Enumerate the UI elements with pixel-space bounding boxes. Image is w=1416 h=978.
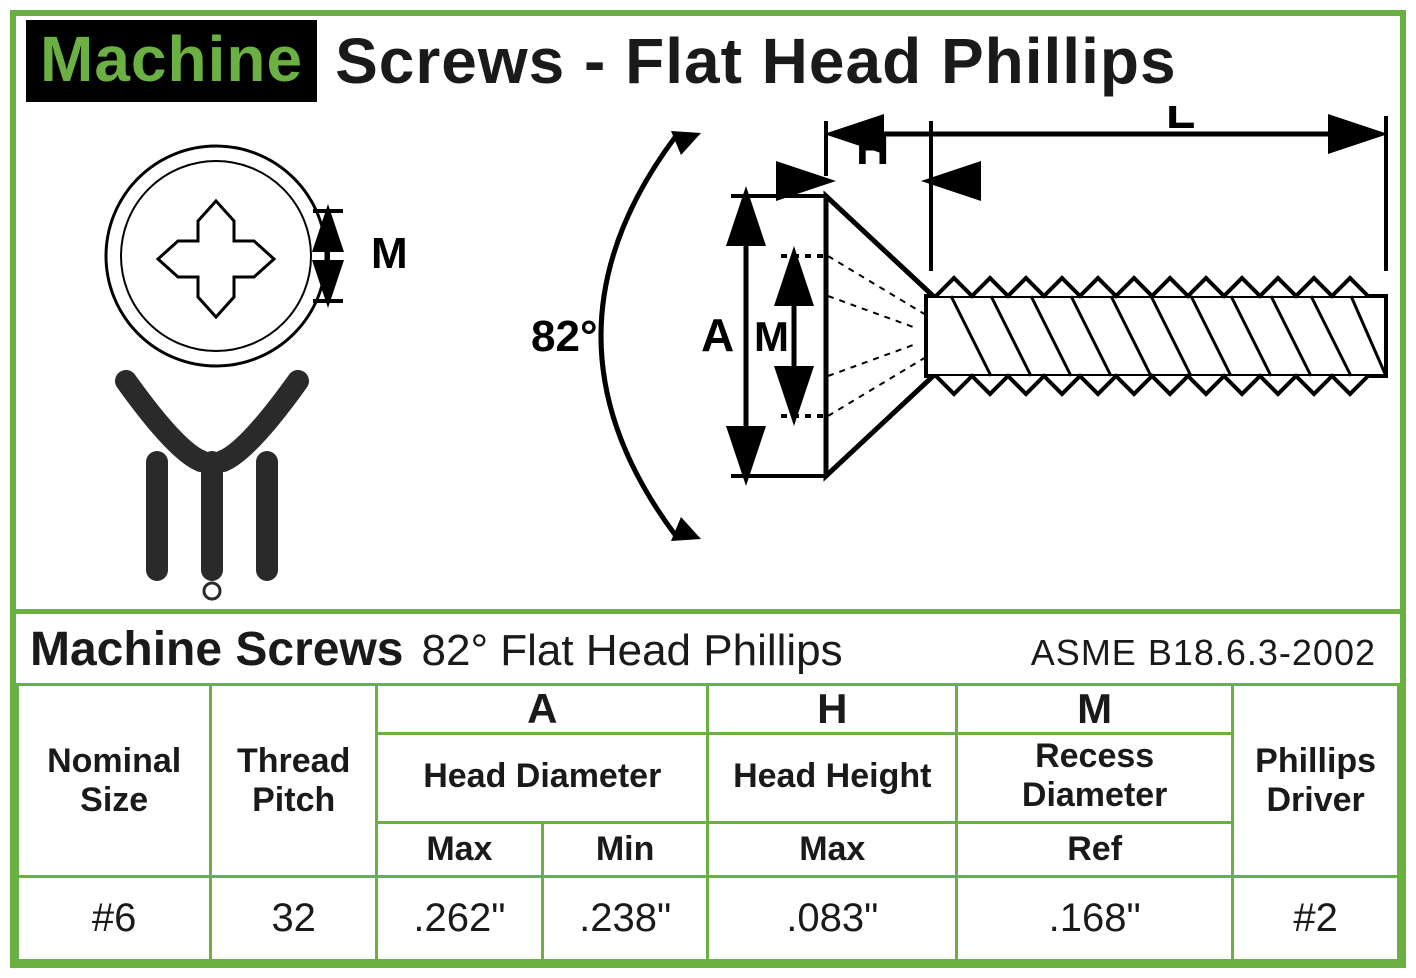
header-title: Screws - Flat Head Phillips	[335, 24, 1176, 98]
col-phillips: Phillips Driver	[1233, 685, 1399, 877]
table-row: Nominal Size Thread Pitch A H M Phillips…	[18, 685, 1399, 734]
table-title-sub: 82° Flat Head Phillips	[422, 626, 843, 676]
val-phillips: #2	[1233, 877, 1399, 961]
col-H-key: H	[708, 685, 957, 734]
val-thread: 32	[211, 877, 377, 961]
label-L: L	[1166, 106, 1195, 139]
val-a-min: .238"	[542, 877, 708, 961]
col-M-ref: Ref	[957, 823, 1233, 877]
diagram-area: M 82°	[16, 106, 1400, 609]
col-A-min: Min	[542, 823, 708, 877]
table-title-main: Machine Screws	[30, 622, 404, 677]
col-thread: Thread Pitch	[211, 685, 377, 877]
label-M-side: M	[754, 313, 789, 360]
angle-label: 82°	[531, 312, 598, 361]
val-a-max: .262"	[377, 877, 543, 961]
main-frame: Machine Screws - Flat Head Phillips	[10, 10, 1406, 968]
label-M-left: M	[371, 229, 408, 278]
label-H: H	[856, 122, 889, 174]
col-M-key: M	[957, 685, 1233, 734]
col-A-max: Max	[377, 823, 543, 877]
val-h-max: .083"	[708, 877, 957, 961]
table-title-spec: ASME B18.6.3-2002	[1031, 632, 1376, 674]
table-title-bar: Machine Screws 82° Flat Head Phillips AS…	[16, 609, 1400, 683]
col-A-key: A	[377, 685, 708, 734]
col-A-label: Head Diameter	[377, 734, 708, 823]
logo-icon	[126, 381, 298, 599]
col-nominal: Nominal Size	[18, 685, 211, 877]
col-H-max: Max	[708, 823, 957, 877]
val-m-ref: .168"	[957, 877, 1233, 961]
top-view-icon: M	[106, 146, 408, 366]
val-nominal: #6	[18, 877, 211, 961]
col-M-label: Recess Diameter	[957, 734, 1233, 823]
spec-table: Nominal Size Thread Pitch A H M Phillips…	[16, 683, 1400, 962]
technical-diagram: M 82°	[16, 106, 1406, 606]
header-badge: Machine	[26, 20, 317, 102]
label-A: A	[701, 309, 734, 361]
header-bar: Machine Screws - Flat Head Phillips	[16, 16, 1400, 106]
col-H-label: Head Height	[708, 734, 957, 823]
side-view-screw: 82°	[531, 106, 1386, 541]
table-row: #6 32 .262" .238" .083" .168" #2	[18, 877, 1399, 961]
